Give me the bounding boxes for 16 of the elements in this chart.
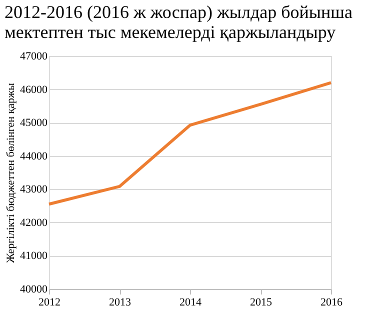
line-series	[48, 81, 332, 206]
y-tick-label: 40000	[20, 284, 48, 296]
y-tick-label: 41000	[20, 250, 48, 262]
y-tick-label: 42000	[20, 216, 48, 229]
y-tick-label: 47000	[20, 50, 48, 62]
x-tick-label: 2015	[250, 296, 272, 308]
x-tick-label: 2013	[109, 296, 132, 308]
x-tick-label: 2012	[38, 296, 60, 308]
x-tick-label: 2016	[320, 296, 343, 308]
chart-title: 2012-2016 (2016 ж жоспар) жылдар бойынша мектептен тыс мекемелерді қаржыландыру	[4, 2, 353, 42]
y-tick-label: 46000	[20, 84, 48, 96]
y-tick-label: 44000	[20, 150, 48, 162]
y-tick-label: 45000	[20, 117, 48, 130]
y-axis-title: Жергілікті бюджеттен бөлінген қаржы	[5, 82, 17, 264]
x-tick-label: 2014	[180, 296, 202, 308]
y-tick-label: 43000	[20, 184, 48, 196]
